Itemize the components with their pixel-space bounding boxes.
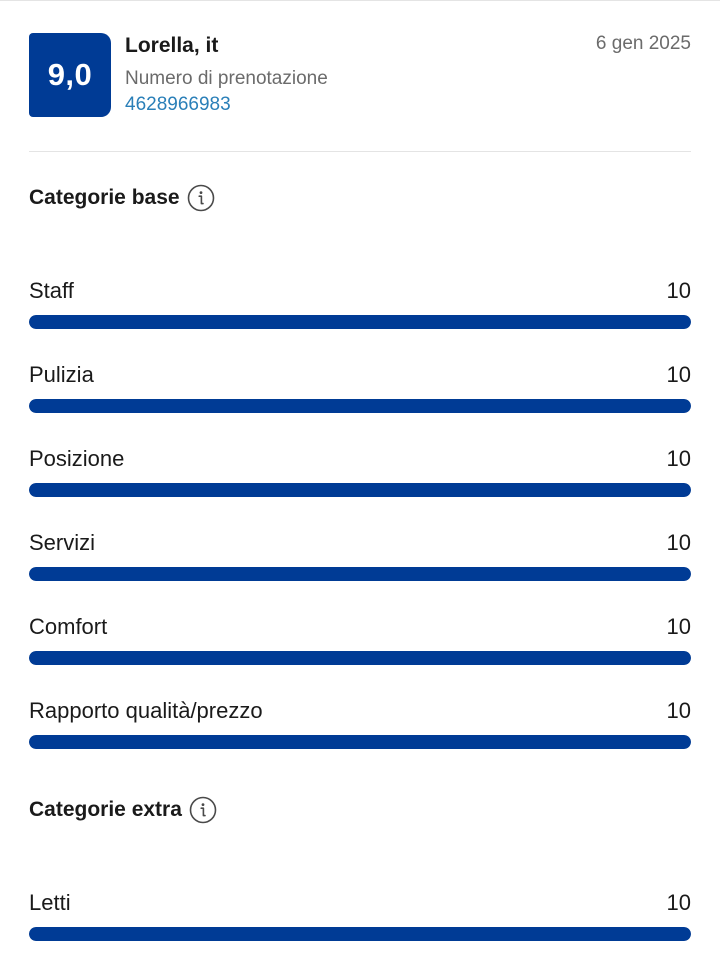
extra-categories-label: Categorie extra bbox=[29, 798, 182, 821]
rating-label: Rapporto qualità/prezzo bbox=[29, 698, 263, 723]
rating-bar-fill bbox=[29, 927, 691, 941]
top-border bbox=[0, 0, 720, 1]
reviewer-name: Lorella, it bbox=[125, 34, 219, 57]
rating-value: 10 bbox=[666, 698, 691, 723]
info-icon[interactable] bbox=[189, 796, 217, 824]
rating-value: 10 bbox=[666, 278, 691, 303]
booking-number-label: Numero di prenotazione bbox=[125, 68, 328, 89]
rating-value: 10 bbox=[666, 446, 691, 471]
rating-bar-fill bbox=[29, 483, 691, 497]
rating-row-staff: Staff 10 bbox=[29, 278, 691, 334]
rating-row-pulizia: Pulizia 10 bbox=[29, 362, 691, 418]
rating-bar bbox=[29, 735, 691, 749]
header-divider bbox=[29, 151, 691, 152]
rating-row-posizione: Posizione 10 bbox=[29, 446, 691, 502]
rating-value: 10 bbox=[666, 362, 691, 387]
review-date: 6 gen 2025 bbox=[595, 33, 691, 54]
rating-label: Staff bbox=[29, 278, 74, 303]
rating-bar bbox=[29, 315, 691, 329]
rating-bar bbox=[29, 651, 691, 665]
rating-label: Posizione bbox=[29, 446, 125, 471]
booking-number-link[interactable]: 4628966983 bbox=[125, 94, 231, 115]
rating-label: Comfort bbox=[29, 614, 108, 639]
rating-bar-fill bbox=[29, 315, 691, 329]
info-icon[interactable] bbox=[187, 184, 215, 212]
score-badge: 9,0 bbox=[29, 33, 111, 117]
review-header: 9,0 Lorella, it Numero di prenotazione 4… bbox=[29, 33, 691, 119]
rating-bar-fill bbox=[29, 567, 691, 581]
rating-bar-fill bbox=[29, 735, 691, 749]
base-categories-title: Categorie base bbox=[29, 184, 215, 212]
rating-bar bbox=[29, 567, 691, 581]
rating-row-rapporto-qualita-prezzo: Rapporto qualità/prezzo 10 bbox=[29, 698, 691, 754]
rating-label: Letti bbox=[29, 890, 71, 915]
rating-row-servizi: Servizi 10 bbox=[29, 530, 691, 586]
extra-categories-title: Categorie extra bbox=[29, 796, 217, 824]
rating-bar bbox=[29, 399, 691, 413]
rating-bar bbox=[29, 483, 691, 497]
rating-bar-fill bbox=[29, 651, 691, 665]
rating-bar-fill bbox=[29, 399, 691, 413]
rating-row-letti: Letti 10 bbox=[29, 890, 691, 946]
rating-bar bbox=[29, 927, 691, 941]
rating-row-comfort: Comfort 10 bbox=[29, 614, 691, 670]
base-categories-label: Categorie base bbox=[29, 186, 180, 209]
rating-value: 10 bbox=[666, 614, 691, 639]
rating-value: 10 bbox=[666, 530, 691, 555]
rating-label: Servizi bbox=[29, 530, 96, 555]
rating-label: Pulizia bbox=[29, 362, 94, 387]
rating-value: 10 bbox=[666, 890, 691, 915]
